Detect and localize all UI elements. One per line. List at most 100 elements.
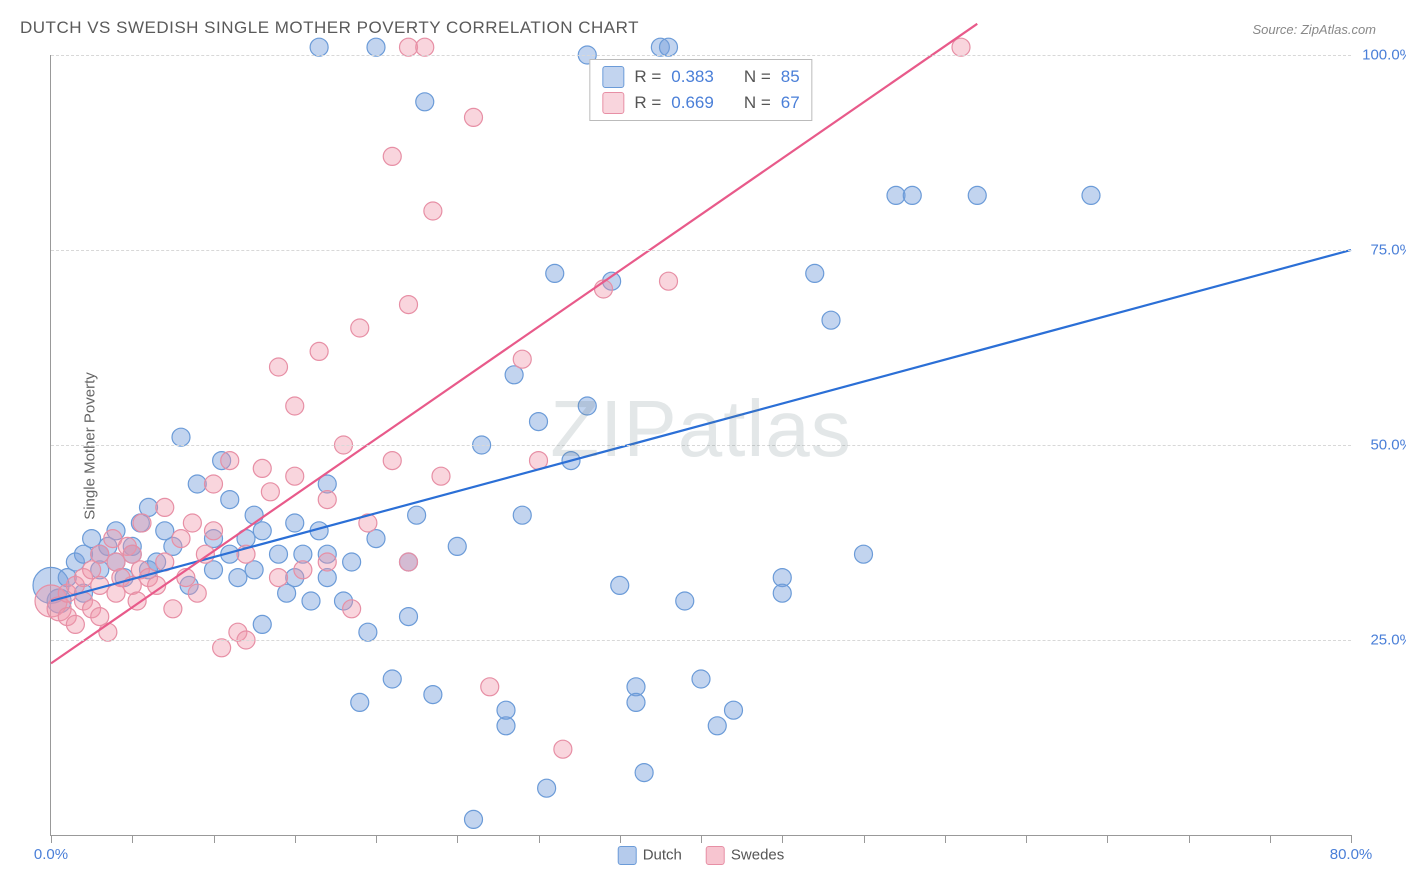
- data-point: [806, 264, 824, 282]
- data-point: [270, 545, 288, 563]
- data-point: [221, 491, 239, 509]
- plot-area: ZIPatlas R = 0.383N = 85R = 0.669N = 67 …: [50, 55, 1351, 836]
- data-point: [408, 506, 426, 524]
- data-point: [205, 522, 223, 540]
- x-tick: [214, 835, 215, 843]
- data-point: [513, 506, 531, 524]
- data-point: [91, 545, 109, 563]
- data-point: [1082, 186, 1100, 204]
- data-point: [286, 467, 304, 485]
- data-point: [359, 623, 377, 641]
- data-point: [635, 764, 653, 782]
- series-legend: Dutch Swedes: [618, 846, 785, 865]
- data-point: [383, 147, 401, 165]
- legend-item: Dutch: [618, 846, 682, 865]
- data-point: [213, 639, 231, 657]
- correlation-row: R = 0.669N = 67: [602, 90, 799, 116]
- data-point: [725, 701, 743, 719]
- data-point: [188, 475, 206, 493]
- gridline: [51, 250, 1351, 251]
- trend-line: [51, 250, 1351, 601]
- data-point: [465, 810, 483, 828]
- x-tick: [539, 835, 540, 843]
- data-point: [156, 498, 174, 516]
- data-point: [383, 670, 401, 688]
- data-point: [294, 561, 312, 579]
- data-point: [205, 475, 223, 493]
- data-point: [400, 608, 418, 626]
- data-point: [465, 108, 483, 126]
- data-point: [367, 38, 385, 56]
- data-point: [302, 592, 320, 610]
- data-point: [692, 670, 710, 688]
- data-point: [172, 530, 190, 548]
- data-point: [822, 311, 840, 329]
- data-point: [611, 576, 629, 594]
- gridline: [51, 55, 1351, 56]
- x-tick: [295, 835, 296, 843]
- data-point: [546, 264, 564, 282]
- n-value: 85: [781, 67, 800, 87]
- data-point: [660, 38, 678, 56]
- x-tick: [457, 835, 458, 843]
- data-point: [424, 686, 442, 704]
- data-point: [676, 592, 694, 610]
- data-point: [400, 296, 418, 314]
- x-tick: [1107, 835, 1108, 843]
- x-tick: [945, 835, 946, 843]
- x-tick: [620, 835, 621, 843]
- data-point: [286, 514, 304, 532]
- data-point: [310, 342, 328, 360]
- y-tick-label: 25.0%: [1370, 632, 1406, 649]
- r-value: 0.383: [671, 67, 714, 87]
- data-point: [773, 584, 791, 602]
- data-point: [903, 186, 921, 204]
- legend-swatch: [602, 66, 624, 88]
- data-point: [172, 428, 190, 446]
- data-point: [188, 584, 206, 602]
- data-point: [448, 537, 466, 555]
- data-point: [855, 545, 873, 563]
- data-point: [351, 693, 369, 711]
- data-point: [968, 186, 986, 204]
- x-tick-label: 0.0%: [34, 846, 68, 863]
- y-tick-label: 100.0%: [1362, 47, 1406, 64]
- data-point: [952, 38, 970, 56]
- data-point: [286, 397, 304, 415]
- x-tick: [701, 835, 702, 843]
- legend-swatch: [618, 846, 637, 865]
- data-point: [424, 202, 442, 220]
- legend-item: Swedes: [706, 846, 784, 865]
- data-point: [400, 553, 418, 571]
- data-point: [416, 38, 434, 56]
- data-point: [400, 38, 418, 56]
- x-tick: [1270, 835, 1271, 843]
- n-value: 67: [781, 93, 800, 113]
- data-point: [497, 701, 515, 719]
- data-point: [318, 491, 336, 509]
- data-point: [513, 350, 531, 368]
- data-point: [270, 569, 288, 587]
- data-point: [538, 779, 556, 797]
- x-tick: [782, 835, 783, 843]
- r-label: R =: [634, 67, 661, 87]
- data-point: [183, 514, 201, 532]
- x-tick-label: 80.0%: [1330, 846, 1373, 863]
- data-point: [351, 319, 369, 337]
- data-point: [99, 623, 117, 641]
- chart-title: DUTCH VS SWEDISH SINGLE MOTHER POVERTY C…: [20, 18, 639, 38]
- source-attribution: Source: ZipAtlas.com: [1252, 22, 1376, 37]
- y-tick-label: 50.0%: [1370, 437, 1406, 454]
- r-value: 0.669: [671, 93, 714, 113]
- legend-swatch: [706, 846, 725, 865]
- data-point: [221, 452, 239, 470]
- correlation-row: R = 0.383N = 85: [602, 64, 799, 90]
- data-point: [229, 569, 247, 587]
- data-point: [270, 358, 288, 376]
- legend-swatch: [602, 92, 624, 114]
- data-point: [343, 553, 361, 571]
- data-point: [383, 452, 401, 470]
- data-point: [432, 467, 450, 485]
- x-tick: [376, 835, 377, 843]
- data-point: [887, 186, 905, 204]
